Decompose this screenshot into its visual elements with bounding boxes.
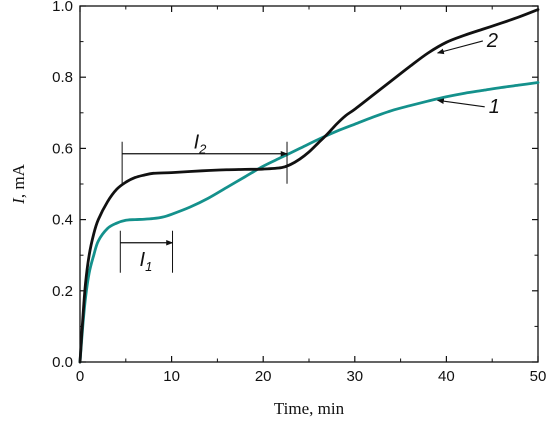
plot-frame (79, 5, 539, 363)
series-line-1 (78, 81, 540, 364)
x-tick-label: 50 (530, 368, 547, 385)
x-tick-label: 30 (346, 368, 363, 385)
series-line-2 (78, 8, 540, 364)
y-tick-label: 0.6 (52, 140, 73, 157)
interval-label-subscript: 2 (198, 141, 207, 156)
y-tick-label: 1.0 (52, 0, 73, 15)
x-tick-label: 40 (438, 368, 455, 385)
interval-label-symbol: I (194, 131, 200, 153)
series-callout-label-1: 1 (489, 96, 500, 118)
axis-ticks: 0 10 20 30 40 50 0.0 0.2 0.4 0.6 0.8 1.0 (52, 0, 546, 385)
x-axis-title: Time, min (274, 399, 345, 418)
y-axis-title: I, mA (9, 163, 28, 204)
y-tick-label: 0.4 (52, 212, 73, 229)
series-callout-arrow-2 (436, 40, 484, 55)
y-tick-label: 0.0 (52, 354, 73, 371)
interval-label-I1: I1 (140, 249, 153, 274)
series-callout-label-2: 2 (486, 30, 498, 52)
series-callout-arrow-1 (436, 98, 485, 108)
x-tick-label: 0 (76, 368, 84, 385)
interval-label-symbol: I (140, 249, 146, 271)
x-tick-label: 20 (255, 368, 272, 385)
y-tick-label: 0.2 (52, 283, 73, 300)
interval-label-subscript: 1 (145, 259, 152, 274)
interval-label-I2: I2 (194, 131, 208, 156)
y-axis-unit: , mA (9, 163, 28, 198)
x-tick-label: 10 (163, 368, 180, 385)
series-lines (78, 8, 540, 364)
y-axis-symbol: I (9, 197, 28, 205)
y-tick-label: 0.8 (52, 69, 73, 86)
